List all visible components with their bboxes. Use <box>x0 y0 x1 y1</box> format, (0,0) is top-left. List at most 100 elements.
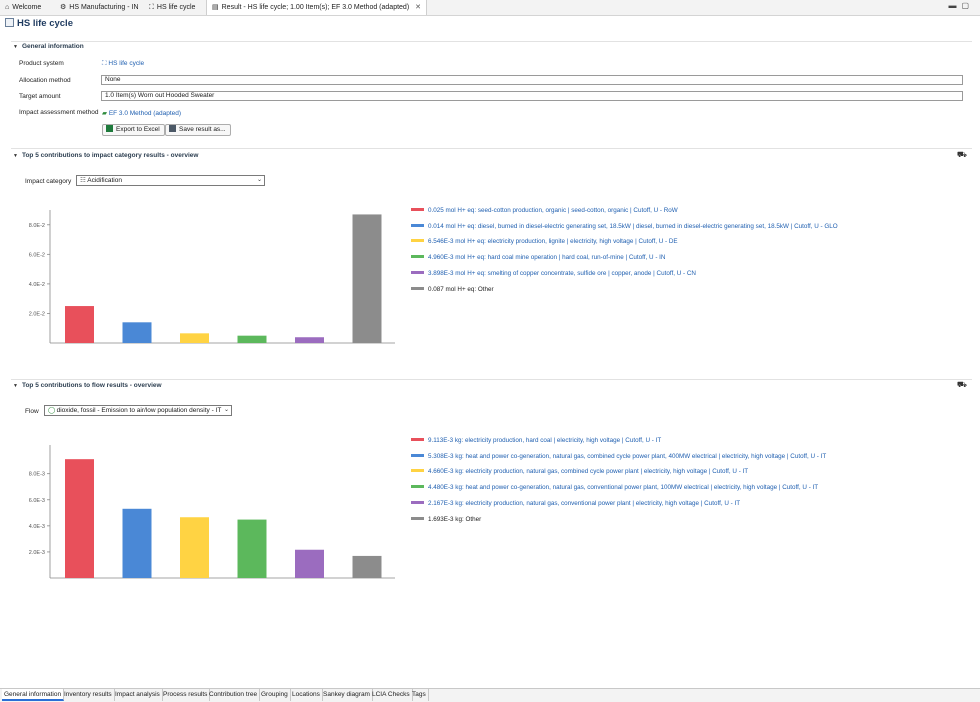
bar-1[interactable] <box>65 306 94 343</box>
chevron-down-icon: ▼ <box>13 44 18 50</box>
bar-5[interactable] <box>295 337 324 343</box>
product-system-link[interactable]: ⛶ HS life cycle <box>102 60 144 68</box>
legend-item-5[interactable]: 2.167E-3 kg: electricity production, nat… <box>411 500 740 508</box>
impact-category-select[interactable]: ☷ Acidification ⌄ <box>76 175 265 186</box>
bar-6[interactable] <box>352 214 382 343</box>
legend-label: 3.898E-3 mol H+ eq: smelting of copper c… <box>428 269 696 277</box>
minimize-icon[interactable]: ▬ <box>948 1 962 10</box>
section-impact-contributions[interactable]: ▼ Top 5 contributions to impact category … <box>13 152 198 159</box>
legend-item-6: 1.693E-3 kg: Other <box>411 516 481 524</box>
close-icon[interactable]: ✕ <box>415 4 422 11</box>
legend-item-5[interactable]: 3.898E-3 mol H+ eq: smelting of copper c… <box>411 270 696 278</box>
bottom-tab-general-information[interactable]: General information <box>2 689 65 701</box>
target-amount-field[interactable]: 1.0 Item(s) Worn out Hooded Sweater <box>101 91 963 101</box>
legend-item-6: 0.087 mol H+ eq: Other <box>411 286 494 294</box>
legend-swatch <box>411 516 424 520</box>
impact-category-label: Impact category <box>25 178 72 185</box>
result-icon: ▤ <box>212 4 219 11</box>
legend-swatch <box>411 453 424 457</box>
y-tick-label: 4.0E-2 <box>29 282 45 288</box>
section-title: Top 5 contributions to flow results - ov… <box>21 382 162 389</box>
legend-swatch <box>411 500 424 504</box>
legend-item-4[interactable]: 4.960E-3 mol H+ eq: hard coal mine opera… <box>411 254 665 262</box>
y-tick-label: 8.0E-3 <box>29 472 45 478</box>
legend-swatch <box>411 223 424 227</box>
tab-label: HS life cycle <box>156 4 196 11</box>
bar-5[interactable] <box>295 549 324 578</box>
legend-swatch <box>411 208 424 211</box>
bar-6[interactable] <box>352 555 382 578</box>
bottom-tab-grouping[interactable]: Grouping <box>259 689 291 701</box>
bar-2[interactable] <box>122 322 152 343</box>
legend-item-4[interactable]: 4.480E-3 kg: heat and power co-generatio… <box>411 484 818 492</box>
tab-welcome[interactable]: ⌂ Welcome <box>0 0 46 15</box>
bottom-tab-bar: General information Inventory results Impa… <box>0 688 980 702</box>
legend-label: 0.014 mol H+ eq: diesel, burned in diese… <box>428 222 838 230</box>
bottom-tab-lcia-checks[interactable]: LCIA Checks <box>370 689 413 701</box>
flow-select[interactable]: ◯ dioxide, fossil - Emission to air/low … <box>44 405 232 416</box>
bottom-tab-locations[interactable]: Locations <box>290 689 323 701</box>
product-system-label: Product system <box>19 60 64 67</box>
allocation-method-field[interactable]: None <box>101 75 963 85</box>
y-tick-label: 6.0E-2 <box>29 252 45 258</box>
impact-method-link[interactable]: ▰ EF 3.0 Method (adapted) <box>102 109 181 117</box>
method-icon: ▰ <box>102 110 107 117</box>
legend-label: 0.087 mol H+ eq: Other <box>428 285 494 293</box>
bar-4[interactable] <box>237 335 267 343</box>
export-to-excel-button[interactable]: Export to Excel <box>102 124 165 136</box>
process-icon: ⚙ <box>60 4 67 11</box>
legend-item-3[interactable]: 6.546E-3 mol H+ eq: electricity producti… <box>411 238 678 246</box>
chevron-down-icon: ⌄ <box>223 407 229 413</box>
excel-icon <box>106 125 113 132</box>
tab-result[interactable]: ▤ Result - HS life cycle; 1.00 Item(s); E… <box>206 0 428 15</box>
category-icon: ☷ <box>80 177 86 184</box>
bar-3[interactable] <box>180 517 209 578</box>
legend-label: 6.546E-3 mol H+ eq: electricity producti… <box>428 238 678 246</box>
legend-item-2[interactable]: 0.014 mol H+ eq: diesel, burned in diese… <box>411 223 838 231</box>
chevron-down-icon: ⌄ <box>256 177 262 183</box>
legend-item-2[interactable]: 5.308E-3 kg: heat and power co-generatio… <box>411 453 826 461</box>
tab-label: Welcome <box>12 4 42 11</box>
bar-4[interactable] <box>237 519 267 578</box>
y-tick-label: 2.0E-2 <box>29 311 45 317</box>
legend-label: 0.025 mol H+ eq: seed-cotton production,… <box>428 207 678 214</box>
legend-swatch <box>411 270 424 274</box>
tab-hs-manufacturing[interactable]: ⚙ HS Manufacturing - IN <box>55 0 144 15</box>
bar-2[interactable] <box>122 508 152 578</box>
maximize-icon[interactable]: ▢ <box>961 1 974 10</box>
legend-item-3[interactable]: 4.660E-3 kg: electricity production, nat… <box>411 468 748 476</box>
bottom-tab-process-results[interactable]: Process results <box>161 689 211 701</box>
bottom-tab-sankey-diagram[interactable]: Sankey diagram <box>321 689 373 701</box>
save-result-button[interactable]: Save result as... <box>165 124 231 136</box>
section-flow-contributions[interactable]: ▼ Top 5 contributions to flow results - o… <box>13 382 162 389</box>
section-title: Top 5 contributions to impact category r… <box>21 152 199 159</box>
bottom-tab-tags[interactable]: Tags <box>410 689 429 701</box>
section-title: General information <box>21 43 84 50</box>
legend-swatch <box>411 485 424 489</box>
bottom-tab-inventory-results[interactable]: Inventory results <box>62 689 115 701</box>
divider <box>11 41 972 42</box>
bar-3[interactable] <box>180 333 209 343</box>
editor-tab-bar: ⌂ Welcome ⚙ HS Manufacturing - IN ⛶ HS life… <box>0 0 980 16</box>
legend-item-1[interactable]: 0.025 mol H+ eq: seed-cotton production,… <box>411 207 678 215</box>
legend-label: 4.480E-3 kg: heat and power co-generatio… <box>428 484 819 492</box>
divider <box>11 148 972 149</box>
bar-1[interactable] <box>65 459 94 578</box>
legend-item-1[interactable]: 9.113E-3 kg: electricity production, har… <box>411 437 661 445</box>
legend-label: 1.693E-3 kg: Other <box>428 515 482 523</box>
page-title: HS life cycle <box>5 18 73 29</box>
legend-swatch <box>411 469 424 473</box>
bottom-tab-contribution-tree[interactable]: Contribution tree <box>207 689 261 701</box>
image-export-icon[interactable]: ⛟ <box>956 150 967 159</box>
tab-hs-life-cycle[interactable]: ⛶ HS life cycle <box>144 0 200 15</box>
allocation-method-label: Allocation method <box>19 77 71 84</box>
image-export-icon[interactable]: ⛟ <box>956 380 967 389</box>
save-label: Save result as... <box>179 126 226 133</box>
impact-category-value: Acidification <box>87 177 122 184</box>
bottom-tab-impact-analysis[interactable]: Impact analysis <box>113 689 163 701</box>
impact-method-value: EF 3.0 Method (adapted) <box>108 110 182 117</box>
flow-value: dioxide, fossil - Emission to air/low po… <box>55 407 222 414</box>
legend-label: 2.167E-3 kg: electricity production, nat… <box>428 499 741 507</box>
section-general-information[interactable]: ▼ General information <box>13 43 84 50</box>
page-title-text: HS life cycle <box>17 18 73 29</box>
